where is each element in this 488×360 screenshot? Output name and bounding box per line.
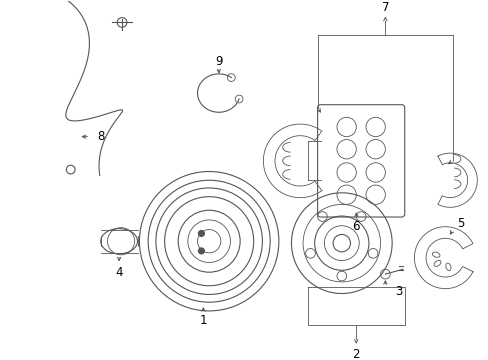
Circle shape (198, 248, 204, 254)
Text: 3: 3 (394, 285, 402, 298)
Text: 5: 5 (456, 217, 464, 230)
Circle shape (198, 230, 204, 237)
Text: 8: 8 (97, 130, 104, 143)
Text: 2: 2 (352, 348, 359, 360)
Text: 1: 1 (199, 314, 207, 327)
Text: 9: 9 (215, 55, 222, 68)
Text: 6: 6 (352, 220, 359, 233)
Text: 7: 7 (381, 1, 388, 14)
Text: 4: 4 (115, 266, 122, 279)
